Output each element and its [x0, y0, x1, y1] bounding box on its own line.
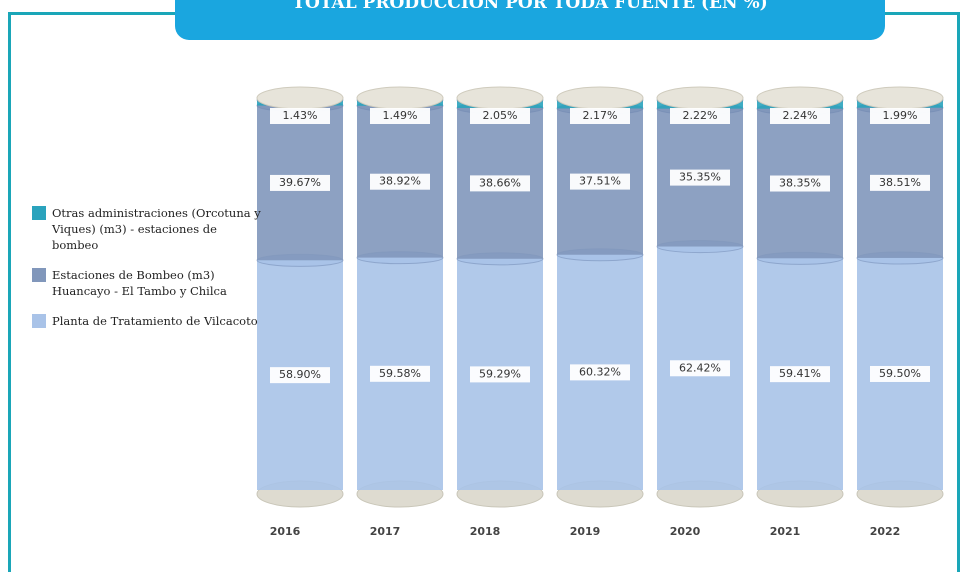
value-label-box	[870, 108, 930, 124]
value-label: 62.42%	[679, 361, 721, 374]
value-label-box	[670, 169, 730, 186]
cylinder-cap	[756, 86, 844, 110]
legend-label: Otras administraciones (Orcotuna y Vique…	[52, 206, 261, 252]
legend-entry: Otras administraciones (Orcotuna y Vique…	[32, 205, 262, 253]
x-tick-label: 2019	[570, 525, 601, 538]
value-label-box	[770, 175, 830, 192]
legend-label: Estaciones de Bombeo (m3) Huancayo - El …	[52, 268, 227, 298]
value-label: 2.22%	[683, 109, 718, 122]
value-label: 59.29%	[479, 367, 521, 380]
value-label: 59.50%	[879, 367, 921, 380]
value-label: 35.35%	[679, 171, 721, 184]
cylinder-cap	[856, 86, 944, 110]
x-tick-label: 2018	[470, 525, 501, 538]
value-label: 2.17%	[583, 109, 618, 122]
value-label-box	[570, 108, 630, 124]
value-label: 38.35%	[779, 177, 821, 190]
value-label: 59.41%	[779, 367, 821, 380]
legend: Otras administraciones (Orcotuna y Vique…	[32, 205, 262, 343]
x-tick-label: 2016	[270, 525, 301, 538]
x-tick-label: 2017	[370, 525, 401, 538]
value-label: 38.92%	[379, 175, 421, 188]
value-label-box	[570, 173, 630, 190]
value-label: 2.24%	[783, 109, 818, 122]
cylinder-cap	[456, 86, 544, 110]
value-label: 59.58%	[379, 367, 421, 380]
legend-label: Planta de Tratamiento de Vilcacoto	[52, 314, 258, 328]
value-label: 1.99%	[883, 109, 918, 122]
chart-title: TOTAL PRODUCCION POR TODA FUENTE (EN %)	[292, 0, 768, 13]
legend-swatch	[32, 268, 46, 282]
value-label: 1.49%	[383, 109, 418, 122]
cylinder-cap	[656, 86, 744, 110]
title-banner: TOTAL PRODUCCION POR TODA FUENTE (EN %)	[175, 0, 885, 40]
value-label-box	[470, 175, 530, 192]
legend-swatch	[32, 206, 46, 220]
x-tick-label: 2020	[670, 525, 701, 538]
value-label-box	[670, 108, 730, 124]
value-label-box	[270, 367, 330, 384]
value-label-box	[470, 366, 530, 383]
value-label: 37.51%	[579, 175, 621, 188]
value-label-box	[470, 108, 530, 124]
value-label-box	[770, 108, 830, 124]
x-tick-label: 2021	[770, 525, 801, 538]
cylinder-cap	[556, 86, 644, 110]
value-label-box	[370, 365, 430, 382]
value-label: 2.05%	[483, 109, 518, 122]
legend-swatch	[32, 314, 46, 328]
legend-entry: Planta de Tratamiento de Vilcacoto	[32, 313, 262, 329]
cylinder-cap	[356, 86, 444, 110]
value-label: 38.51%	[879, 176, 921, 189]
value-label-box	[570, 364, 630, 381]
x-tick-label: 2022	[870, 525, 901, 538]
value-label: 1.43%	[283, 109, 318, 122]
value-label: 39.67%	[279, 176, 321, 189]
value-label-box	[870, 365, 930, 382]
value-label-box	[370, 108, 430, 124]
value-label: 60.32%	[579, 365, 621, 378]
value-label: 58.90%	[279, 368, 321, 381]
value-label: 38.66%	[479, 176, 521, 189]
value-label-box	[270, 108, 330, 124]
value-label-box	[370, 173, 430, 190]
legend-entry: Estaciones de Bombeo (m3) Huancayo - El …	[32, 267, 262, 299]
value-label-box	[270, 174, 330, 191]
cylinder-cap	[256, 86, 344, 110]
value-label-box	[770, 366, 830, 383]
value-label-box	[870, 174, 930, 191]
value-label-box	[670, 360, 730, 377]
